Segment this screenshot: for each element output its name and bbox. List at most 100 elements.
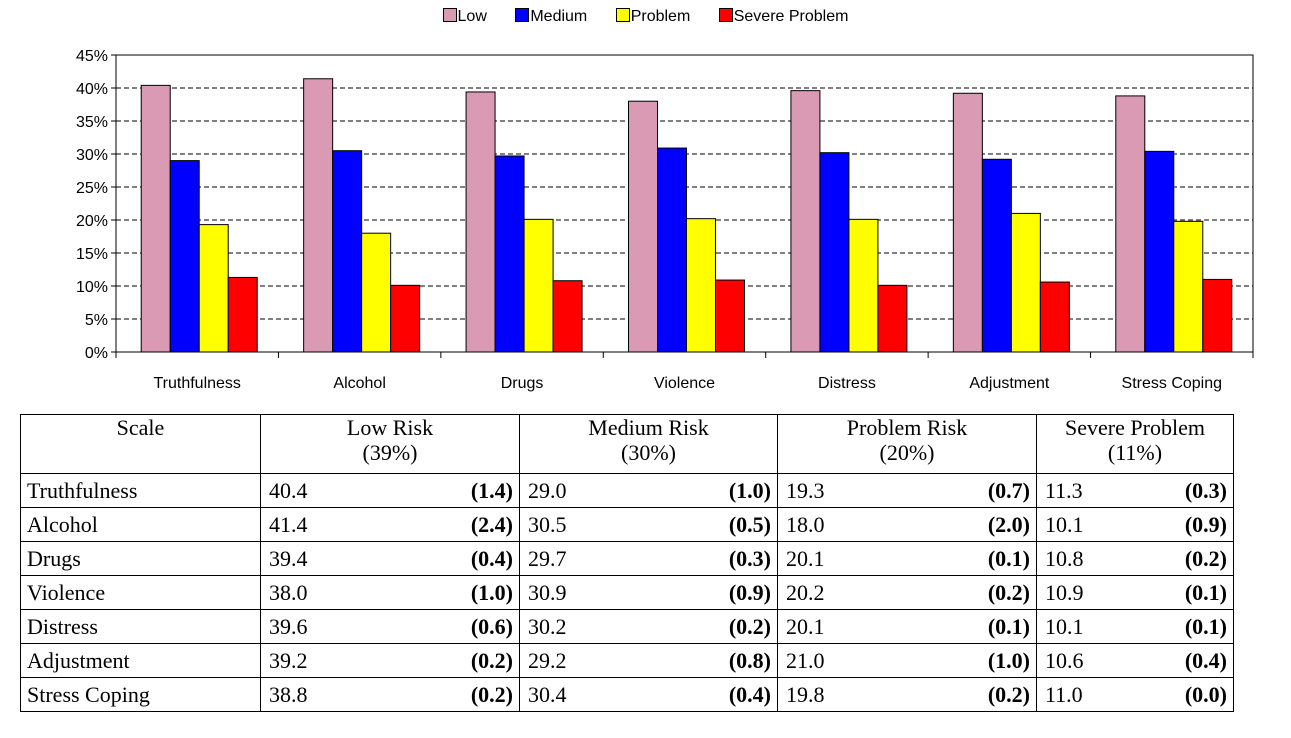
header-problem-risk-label: Problem Risk — [846, 415, 968, 440]
percent-value: 30.5 — [528, 512, 567, 537]
bar-problem — [523, 218, 554, 353]
sd-value: (0.0) — [1184, 682, 1227, 707]
percent-value: 29.0 — [528, 478, 567, 503]
sd-value: (0.4) — [470, 546, 513, 571]
scale-cell: Adjustment — [20, 643, 261, 678]
legend-swatch-problem — [615, 8, 630, 22]
percent-value: 10.1 — [1045, 614, 1084, 639]
bar-medium — [981, 158, 1012, 353]
y-tick-label: 40% — [76, 81, 108, 98]
percent-value: 29.2 — [528, 648, 567, 673]
header-scale-label: Scale — [116, 415, 165, 440]
sd-value: (0.9) — [1184, 512, 1227, 537]
value-cell: 29.0 (1.0) — [519, 473, 778, 508]
percent-value: 21.0 — [786, 648, 825, 673]
sd-value: (0.3) — [1184, 478, 1227, 503]
sd-value: (0.1) — [987, 614, 1030, 639]
y-tick-label: 5% — [85, 312, 108, 329]
table-row: Drugs 39.4 (0.4) 29.7 (0.3) 20.1 (0.1) 10.8 (0.2… — [20, 541, 1234, 576]
percent-value: 19.3 — [786, 478, 825, 503]
bar-severe-problem — [715, 279, 745, 353]
legend-label-problem: Problem — [630, 8, 691, 25]
header-problem-risk: Problem Risk (20%) — [777, 414, 1037, 474]
sd-value: (0.8) — [728, 648, 771, 673]
percent-value: 10.6 — [1045, 648, 1084, 673]
percent-value: 11.0 — [1045, 682, 1083, 707]
legend-label-medium: Medium — [530, 8, 588, 25]
y-tick-label: 0% — [85, 345, 108, 362]
sd-value: (0.2) — [987, 682, 1030, 707]
x-tick-label: Drugs — [501, 375, 544, 392]
sd-value: (0.7) — [987, 478, 1030, 503]
value-cell: 10.1 (0.1) — [1036, 609, 1234, 644]
table-row: Distress 39.6 (0.6) 30.2 (0.2) 20.1 (0.1) 10.1 (… — [20, 609, 1234, 644]
sd-value: (2.0) — [987, 512, 1030, 537]
percent-value: 38.8 — [269, 682, 308, 707]
value-cell: 30.9 (0.9) — [519, 575, 778, 610]
sd-value: (0.4) — [1184, 648, 1227, 673]
x-tick-label: Violence — [654, 375, 715, 392]
scale-cell: Truthfulness — [20, 473, 261, 508]
sd-value: (0.3) — [728, 546, 771, 571]
legend-item-low: Low — [442, 8, 487, 26]
legend-label-severe-problem: Severe Problem — [733, 8, 849, 25]
chart-legend: Low Medium Problem Severe Problem — [0, 8, 1291, 26]
value-cell: 30.4 (0.4) — [519, 677, 778, 712]
sd-value: (0.1) — [987, 546, 1030, 571]
y-tick-label: 35% — [76, 114, 108, 131]
value-cell: 39.4 (0.4) — [260, 541, 520, 576]
percent-value: 11.3 — [1045, 478, 1083, 503]
value-cell: 10.6 (0.4) — [1036, 643, 1234, 678]
legend-swatch-severe-problem — [718, 8, 733, 22]
value-cell: 41.4 (2.4) — [260, 507, 520, 542]
percent-value: 20.1 — [786, 614, 825, 639]
percent-value: 30.2 — [528, 614, 567, 639]
legend-swatch-medium — [515, 8, 530, 22]
header-severe-problem-label: Severe Problem — [1065, 415, 1205, 440]
value-cell: 18.0 (2.0) — [777, 507, 1037, 542]
bar-low — [140, 84, 171, 353]
value-cell: 29.2 (0.8) — [519, 643, 778, 678]
bar-severe-problem — [227, 276, 258, 353]
legend-item-severe-problem: Severe Problem — [718, 8, 849, 26]
sd-value: (0.1) — [1184, 580, 1227, 605]
legend-item-medium: Medium — [515, 8, 587, 26]
value-cell: 19.8 (0.2) — [777, 677, 1037, 712]
sd-value: (1.0) — [987, 648, 1030, 673]
scale-cell: Violence — [20, 575, 261, 610]
header-severe-problem-percent: (11%) — [1107, 440, 1163, 465]
y-tick-label: 20% — [76, 213, 108, 230]
bar-problem — [848, 218, 879, 353]
percent-value: 19.8 — [786, 682, 825, 707]
sd-value: (0.2) — [470, 682, 513, 707]
sd-value: (0.4) — [728, 682, 771, 707]
sd-value: (0.1) — [1184, 614, 1227, 639]
sd-value: (1.4) — [470, 478, 513, 503]
table-header-row: Scale Low Risk (39%) Medium Risk (30%) P… — [20, 414, 1234, 474]
bar-problem — [1173, 220, 1204, 353]
bar-medium — [332, 150, 363, 353]
chart-area: Low Medium Problem Severe Problem 0% 5% 10… — [0, 8, 1291, 392]
sd-value: (0.2) — [728, 614, 771, 639]
scale-cell: Drugs — [20, 541, 261, 576]
header-low-risk-label: Low Risk — [346, 415, 434, 440]
value-cell: 29.7 (0.3) — [519, 541, 778, 576]
value-cell: 21.0 (1.0) — [777, 643, 1037, 678]
header-low-risk-percent: (39%) — [362, 440, 418, 465]
bar-low — [303, 78, 334, 353]
y-tick-label: 25% — [76, 180, 108, 197]
x-tick-label: Distress — [818, 375, 876, 392]
bar-severe-problem — [877, 284, 908, 353]
value-cell: 30.2 (0.2) — [519, 609, 778, 644]
sd-value: (0.5) — [728, 512, 771, 537]
results-table-wrap: Scale Low Risk (39%) Medium Risk (30%) P… — [20, 414, 1234, 712]
value-cell: 11.3 (0.3) — [1036, 473, 1234, 508]
sd-value: (1.0) — [470, 580, 513, 605]
y-tick-label: 30% — [76, 147, 108, 164]
bar-low — [465, 91, 496, 353]
bar-medium — [169, 160, 200, 353]
percent-value: 38.0 — [269, 580, 308, 605]
value-cell: 39.6 (0.6) — [260, 609, 520, 644]
value-cell: 20.1 (0.1) — [777, 609, 1037, 644]
bar-low — [952, 92, 983, 353]
